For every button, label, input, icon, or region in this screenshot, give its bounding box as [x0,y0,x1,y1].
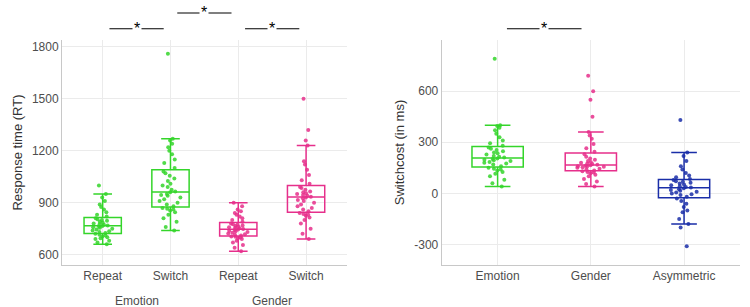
svg-text:Switch: Switch [153,269,188,283]
svg-text:1200: 1200 [32,144,59,158]
svg-text:Gender: Gender [571,269,611,283]
svg-text:Gender: Gender [252,294,292,307]
svg-text:*: * [201,4,207,21]
svg-text:Emotion: Emotion [476,269,520,283]
svg-text:*: * [541,20,547,37]
svg-text:900: 900 [39,196,59,210]
svg-text:600: 600 [418,84,438,98]
svg-text:*: * [134,20,140,37]
svg-text:1500: 1500 [32,92,59,106]
svg-text:300: 300 [418,135,438,149]
svg-text:Switchcost (in ms): Switchcost (in ms) [392,100,407,205]
svg-text:Repeat: Repeat [219,269,258,283]
svg-text:0: 0 [432,187,439,201]
svg-text:Switch: Switch [288,269,323,283]
svg-text:Response time (RT): Response time (RT) [10,94,25,210]
svg-text:Asymmetric: Asymmetric [653,269,716,283]
svg-text:-300: -300 [414,238,438,252]
svg-text:Repeat: Repeat [83,269,122,283]
svg-text:1800: 1800 [32,40,59,54]
svg-text:Emotion: Emotion [115,294,159,307]
svg-text:*: * [269,20,275,37]
svg-text:600: 600 [39,248,59,262]
